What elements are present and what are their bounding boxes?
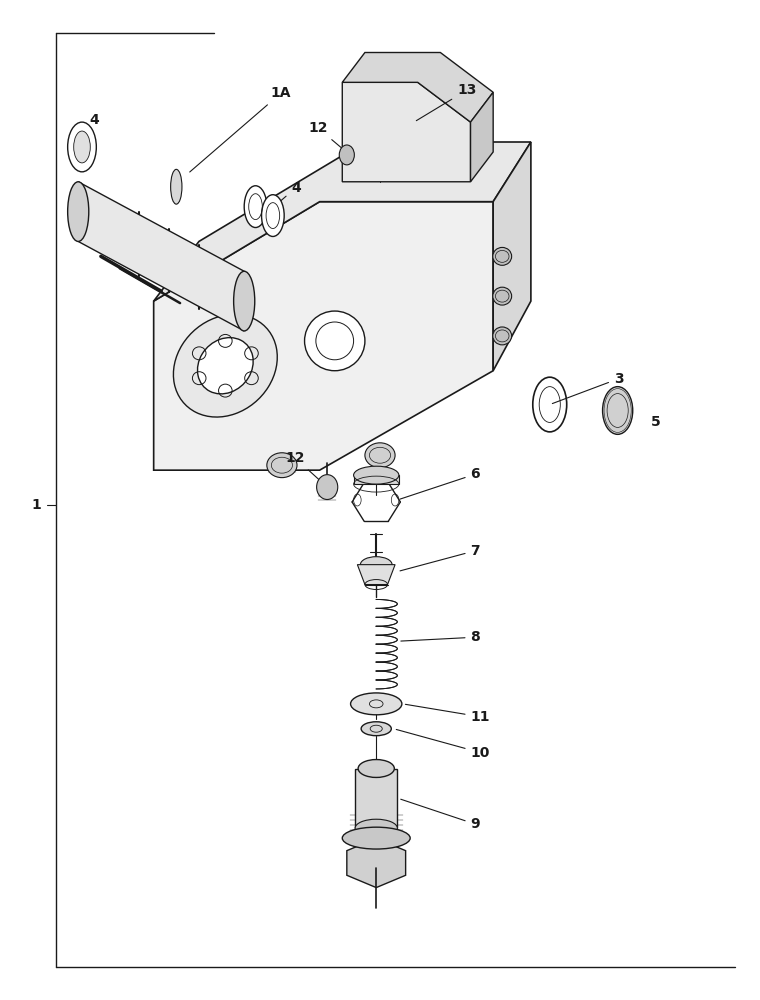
- Ellipse shape: [492, 327, 511, 345]
- Text: 1A: 1A: [190, 86, 291, 172]
- Polygon shape: [347, 838, 406, 888]
- Text: 12: 12: [286, 451, 325, 485]
- Polygon shape: [154, 142, 531, 301]
- Polygon shape: [470, 92, 493, 182]
- Text: 5: 5: [651, 415, 660, 429]
- Text: 2: 2: [129, 232, 156, 262]
- Ellipse shape: [342, 827, 410, 849]
- Text: 4: 4: [90, 113, 100, 144]
- Ellipse shape: [74, 131, 90, 163]
- Ellipse shape: [233, 271, 255, 331]
- Ellipse shape: [339, 145, 354, 165]
- Ellipse shape: [492, 247, 511, 265]
- Ellipse shape: [317, 475, 337, 500]
- Ellipse shape: [492, 287, 511, 305]
- Ellipse shape: [355, 819, 397, 837]
- Text: 12: 12: [309, 121, 348, 153]
- Polygon shape: [342, 52, 493, 122]
- Ellipse shape: [358, 760, 394, 777]
- Text: 7: 7: [400, 544, 480, 571]
- Ellipse shape: [533, 377, 567, 432]
- Text: 13: 13: [416, 83, 477, 121]
- Polygon shape: [353, 475, 399, 484]
- Ellipse shape: [353, 466, 399, 484]
- Ellipse shape: [198, 338, 253, 394]
- Ellipse shape: [360, 557, 392, 573]
- Text: 1: 1: [32, 498, 42, 512]
- Ellipse shape: [361, 722, 391, 736]
- Polygon shape: [342, 82, 470, 182]
- Text: 10: 10: [396, 729, 490, 760]
- Text: 3: 3: [553, 372, 623, 404]
- Ellipse shape: [68, 122, 97, 172]
- Ellipse shape: [261, 195, 284, 236]
- Text: 9: 9: [401, 799, 480, 831]
- Text: 4: 4: [273, 181, 301, 208]
- Ellipse shape: [350, 693, 402, 715]
- Text: 8: 8: [401, 630, 480, 644]
- Ellipse shape: [267, 453, 297, 478]
- Ellipse shape: [244, 186, 267, 228]
- Ellipse shape: [171, 169, 182, 204]
- Text: 11: 11: [405, 704, 490, 724]
- Text: 6: 6: [400, 467, 480, 499]
- Polygon shape: [357, 565, 395, 585]
- Ellipse shape: [365, 443, 395, 468]
- Ellipse shape: [68, 182, 89, 241]
- Polygon shape: [355, 768, 397, 828]
- Ellipse shape: [603, 387, 633, 434]
- Polygon shape: [78, 182, 244, 331]
- Polygon shape: [154, 202, 493, 470]
- Ellipse shape: [173, 314, 277, 417]
- Ellipse shape: [305, 311, 365, 371]
- Polygon shape: [493, 142, 531, 371]
